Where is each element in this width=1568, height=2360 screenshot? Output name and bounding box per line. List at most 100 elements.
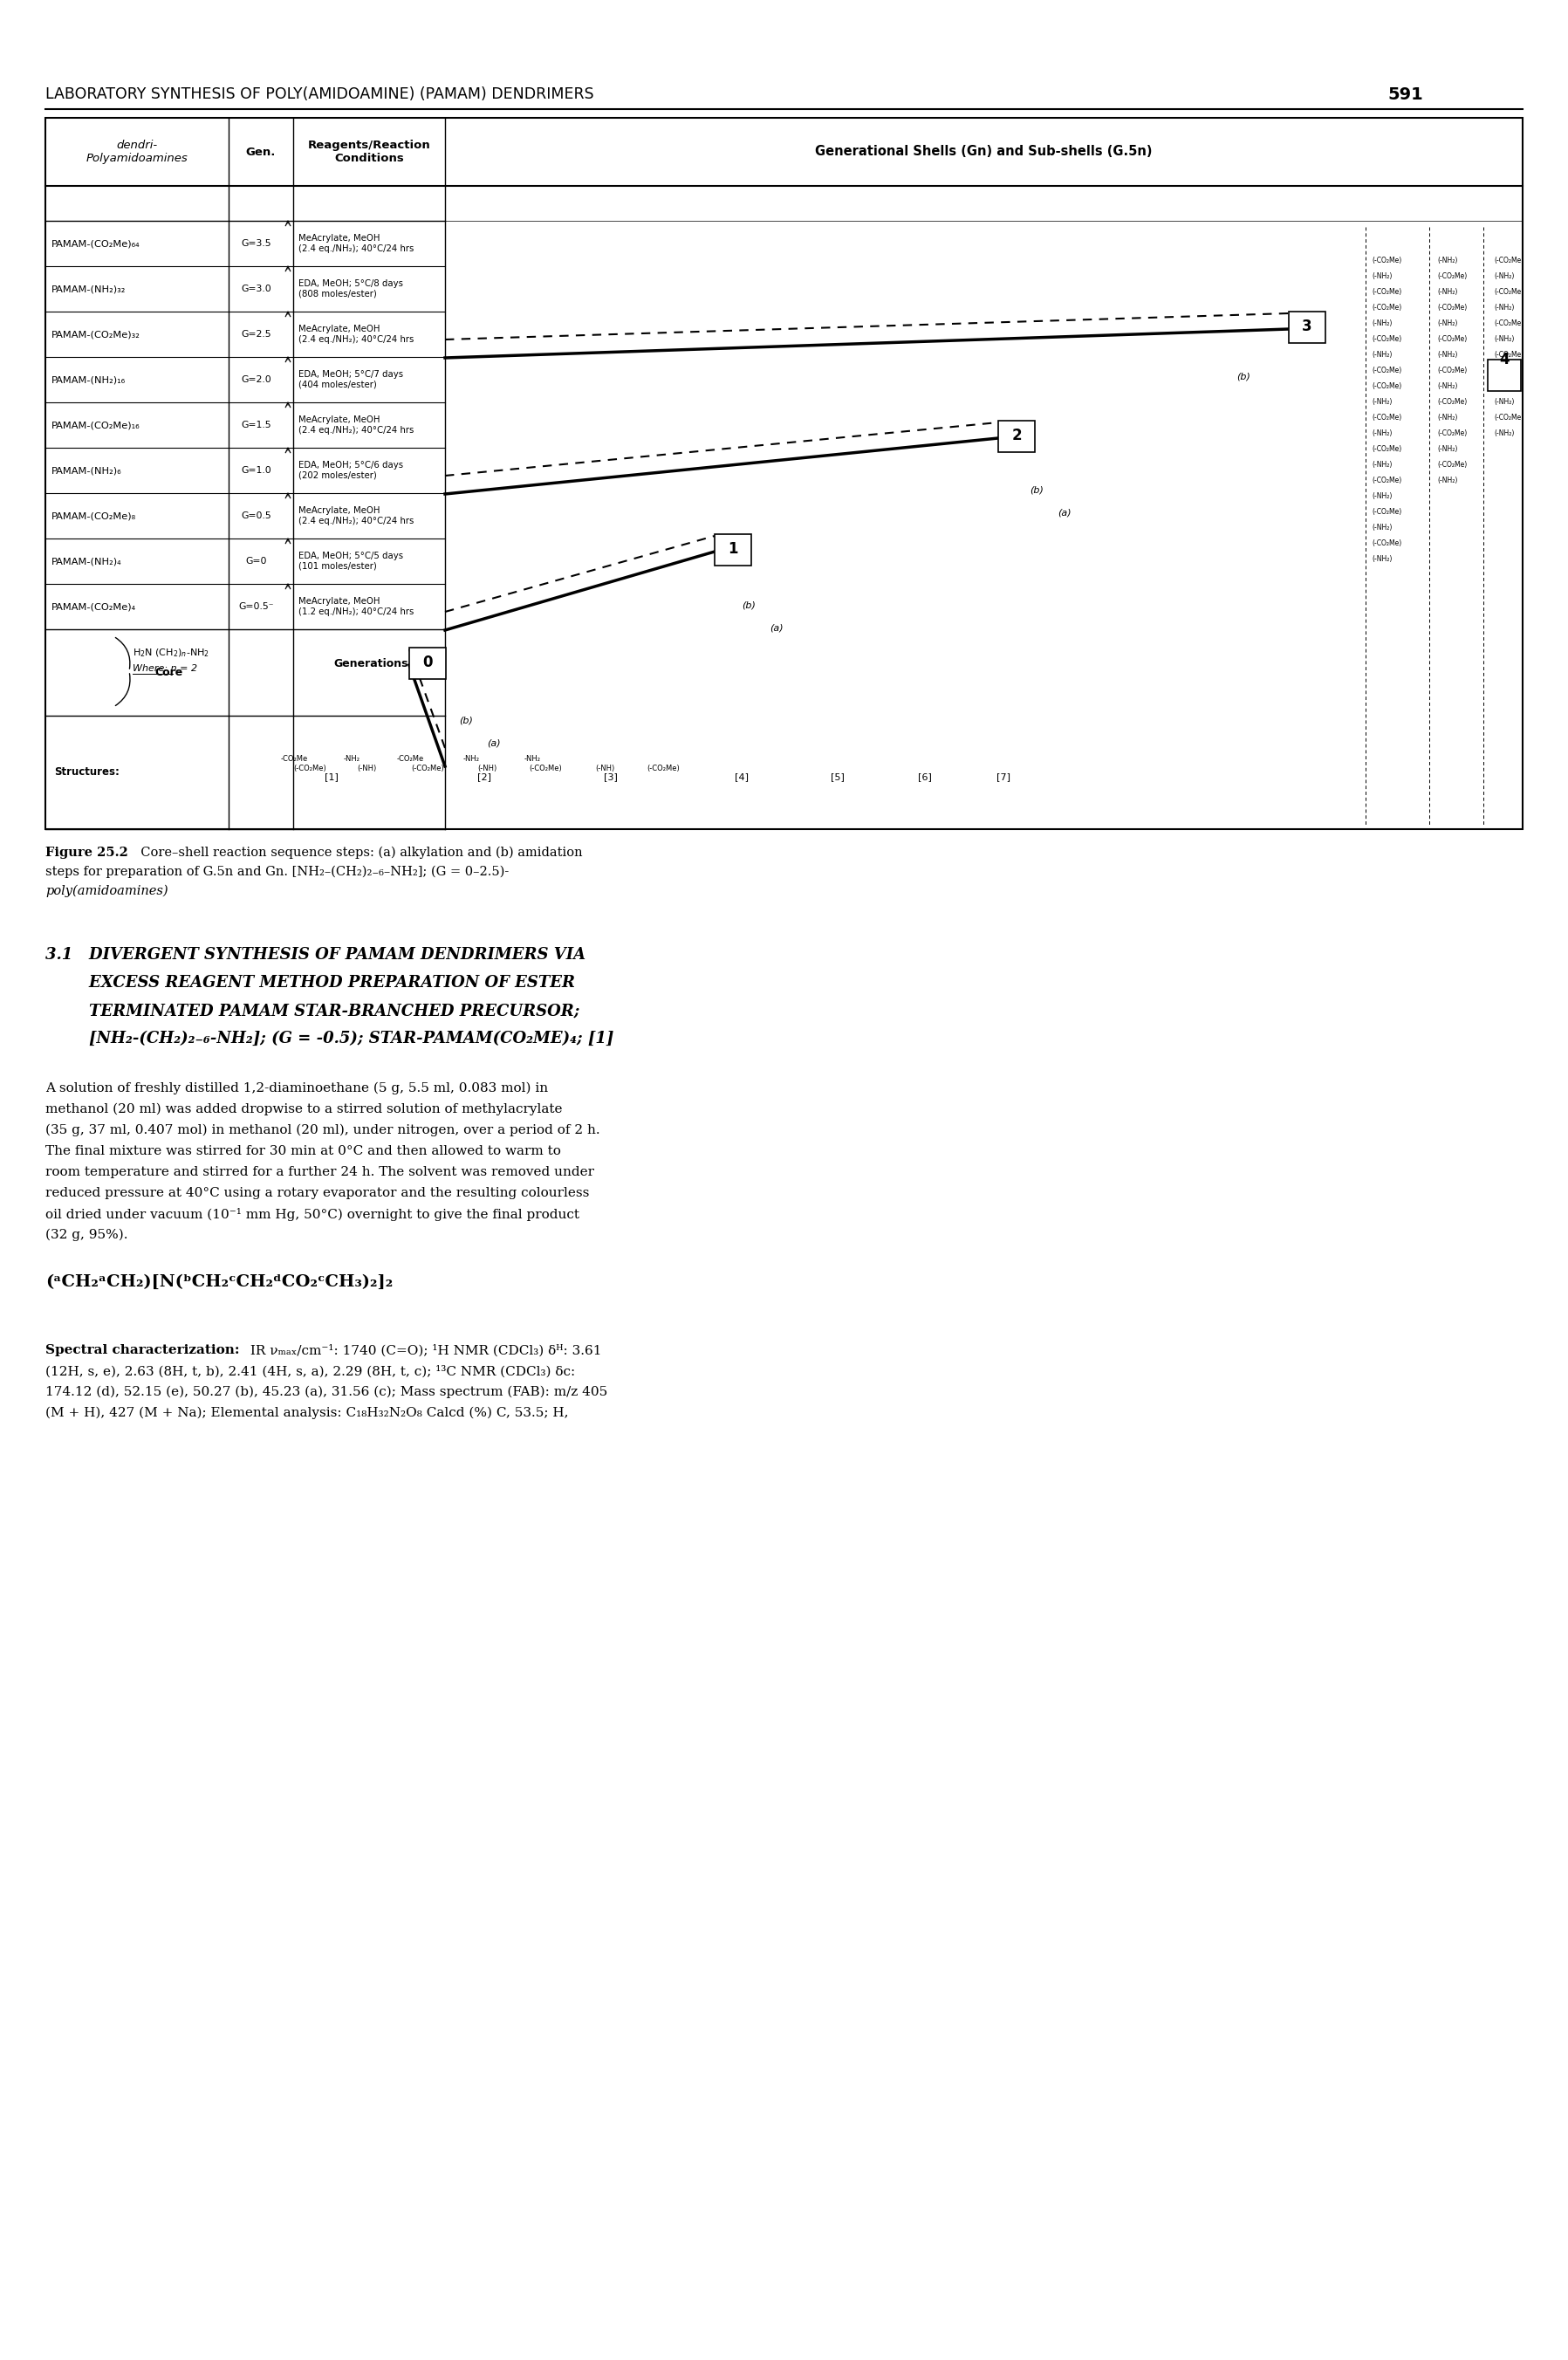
- Text: [5]: [5]: [831, 772, 845, 781]
- Text: EDA, MeOH; 5°C/8 days
(808 moles/ester): EDA, MeOH; 5°C/8 days (808 moles/ester): [298, 278, 403, 297]
- Text: -CO₂Me: -CO₂Me: [397, 755, 423, 762]
- Text: 1: 1: [728, 540, 739, 557]
- Text: oil dried under vacuum (10⁻¹ mm Hg, 50°C) overnight to give the final product: oil dried under vacuum (10⁻¹ mm Hg, 50°C…: [45, 1208, 580, 1220]
- Text: (-NH₂): (-NH₂): [1372, 271, 1392, 281]
- Text: G=0: G=0: [246, 557, 267, 566]
- Text: [3]: [3]: [604, 772, 618, 781]
- Text: EDA, MeOH; 5°C/6 days
(202 moles/ester): EDA, MeOH; 5°C/6 days (202 moles/ester): [298, 460, 403, 479]
- Text: Generational Shells (Gn) and Sub-shells (G.5n): Generational Shells (Gn) and Sub-shells …: [815, 146, 1152, 158]
- Text: Core–shell reaction sequence steps: (a) alkylation and (b) amidation: Core–shell reaction sequence steps: (a) …: [133, 847, 583, 859]
- Bar: [1289, 312, 1325, 342]
- Text: (-CO₂Me): (-CO₂Me): [1372, 477, 1402, 484]
- Text: (-NH₂): (-NH₂): [1372, 460, 1392, 467]
- Text: (-CO₂Me): (-CO₂Me): [1438, 304, 1468, 312]
- Text: 3.1   DIVERGENT SYNTHESIS OF PAMAM DENDRIMERS VIA: 3.1 DIVERGENT SYNTHESIS OF PAMAM DENDRIM…: [45, 946, 585, 963]
- Text: (-NH₂): (-NH₂): [1494, 304, 1515, 312]
- Text: MeAcrylate, MeOH
(2.4 eq./NH₂); 40°C/24 hrs: MeAcrylate, MeOH (2.4 eq./NH₂); 40°C/24 …: [298, 415, 414, 434]
- Text: PAMAM-(NH₂)₆: PAMAM-(NH₂)₆: [52, 465, 122, 474]
- Bar: [45, 118, 1523, 828]
- Text: (-CO₂Me): (-CO₂Me): [1438, 430, 1468, 437]
- Text: (b): (b): [742, 602, 756, 611]
- Text: Figure 25.2: Figure 25.2: [45, 847, 129, 859]
- Text: (-CO₂Me): (-CO₂Me): [646, 765, 679, 772]
- Text: G=2.5: G=2.5: [241, 330, 271, 337]
- Text: (b): (b): [1030, 486, 1044, 496]
- Text: (b): (b): [1237, 373, 1250, 382]
- Text: The final mixture was stirred for 30 min at 0°C and then allowed to warm to: The final mixture was stirred for 30 min…: [45, 1145, 561, 1156]
- Text: reduced pressure at 40°C using a rotary evaporator and the resulting colourless: reduced pressure at 40°C using a rotary …: [45, 1187, 590, 1199]
- Text: (-NH): (-NH): [477, 765, 497, 772]
- Text: [1]: [1]: [325, 772, 339, 781]
- Text: -NH₂: -NH₂: [524, 755, 541, 762]
- Text: G=1.0: G=1.0: [241, 465, 271, 474]
- Text: (-CO₂Me): (-CO₂Me): [1494, 319, 1524, 326]
- Text: (-CO₂Me): (-CO₂Me): [1438, 460, 1468, 467]
- Text: PAMAM-(NH₂)₄: PAMAM-(NH₂)₄: [52, 557, 122, 566]
- Text: (-CO₂Me): (-CO₂Me): [1494, 349, 1524, 359]
- Text: EDA, MeOH; 5°C/5 days
(101 moles/ester): EDA, MeOH; 5°C/5 days (101 moles/ester): [298, 552, 403, 571]
- Text: TERMINATED PAMAM STAR-BRANCHED PRECURSOR;: TERMINATED PAMAM STAR-BRANCHED PRECURSOR…: [45, 1003, 580, 1020]
- Text: Core: Core: [155, 668, 183, 677]
- Text: (-CO₂Me): (-CO₂Me): [1438, 396, 1468, 406]
- Text: Generations:: Generations:: [334, 658, 412, 670]
- Text: EDA, MeOH; 5°C/7 days
(404 moles/ester): EDA, MeOH; 5°C/7 days (404 moles/ester): [298, 371, 403, 389]
- Text: (-NH₂): (-NH₂): [1438, 444, 1458, 453]
- Text: 3: 3: [1301, 319, 1312, 335]
- Text: (-CO₂Me): (-CO₂Me): [411, 765, 444, 772]
- Text: (-CO₂Me): (-CO₂Me): [1372, 288, 1402, 295]
- Text: MeAcrylate, MeOH
(2.4 eq./NH₂); 40°C/24 hrs: MeAcrylate, MeOH (2.4 eq./NH₂); 40°C/24 …: [298, 234, 414, 253]
- Text: [4]: [4]: [735, 772, 748, 781]
- Text: [7]: [7]: [997, 772, 1010, 781]
- Text: MeAcrylate, MeOH
(2.4 eq./NH₂); 40°C/24 hrs: MeAcrylate, MeOH (2.4 eq./NH₂); 40°C/24 …: [298, 326, 414, 345]
- Text: (-CO₂Me): (-CO₂Me): [1372, 304, 1402, 312]
- Text: (-CO₂Me): (-CO₂Me): [1438, 271, 1468, 281]
- Text: IR νₘₐₓ/cm⁻¹: 1740 (C=O); ¹H NMR (CDCl₃) δᴴ: 3.61: IR νₘₐₓ/cm⁻¹: 1740 (C=O); ¹H NMR (CDCl₃)…: [246, 1345, 602, 1357]
- Text: Reagents/Reaction
Conditions: Reagents/Reaction Conditions: [307, 139, 431, 165]
- Text: (M + H), 427 (M + Na); Elemental analysis: C₁₈H₃₂N₂O₈ Calcd (%) C, 53.5; H,: (M + H), 427 (M + Na); Elemental analysi…: [45, 1407, 569, 1418]
- Text: [NH₂-(CH₂)₂₋₆-NH₂]; (G = -0.5); STAR-PAMAM(CO₂ME)₄; [1]: [NH₂-(CH₂)₂₋₆-NH₂]; (G = -0.5); STAR-PAM…: [45, 1031, 613, 1045]
- Text: (-CO₂Me): (-CO₂Me): [1494, 257, 1524, 264]
- Text: (-CO₂Me): (-CO₂Me): [1372, 507, 1402, 514]
- Text: (-NH₂): (-NH₂): [1372, 555, 1392, 562]
- Bar: [409, 647, 445, 680]
- Text: Spectral characterization:: Spectral characterization:: [45, 1345, 240, 1357]
- Text: (ᵃCH₂ᵃCH₂)[N(ᵇCH₂ᶜCH₂ᵈCO₂ᶜCH₃)₂]₂: (ᵃCH₂ᵃCH₂)[N(ᵇCH₂ᶜCH₂ᵈCO₂ᶜCH₃)₂]₂: [45, 1274, 394, 1291]
- Text: 2: 2: [1011, 427, 1022, 444]
- Text: G=3.0: G=3.0: [241, 286, 271, 293]
- Text: (-NH₂): (-NH₂): [1494, 396, 1515, 406]
- Text: 174.12 (d), 52.15 (e), 50.27 (b), 45.23 (a), 31.56 (c); Mass spectrum (FAB): m/z: 174.12 (d), 52.15 (e), 50.27 (b), 45.23 …: [45, 1385, 607, 1399]
- Text: A solution of freshly distilled 1,2-diaminoethane (5 g, 5.5 ml, 0.083 mol) in: A solution of freshly distilled 1,2-diam…: [45, 1083, 549, 1095]
- Bar: [999, 420, 1035, 453]
- Text: [2]: [2]: [477, 772, 491, 781]
- Text: (-NH₂): (-NH₂): [1438, 382, 1458, 389]
- Text: (-CO₂Me): (-CO₂Me): [1494, 288, 1524, 295]
- Text: PAMAM-(CO₂Me)₄: PAMAM-(CO₂Me)₄: [52, 602, 136, 611]
- Text: poly(amidoamines): poly(amidoamines): [45, 885, 168, 897]
- Text: G=0.5: G=0.5: [241, 512, 271, 519]
- Text: (32 g, 95%).: (32 g, 95%).: [45, 1230, 129, 1241]
- Text: steps for preparation of G.5n and Gn. [NH₂–(CH₂)₂₋₆–NH₂]; (G = 0–2.5)-: steps for preparation of G.5n and Gn. [N…: [45, 866, 510, 878]
- Text: (-CO₂Me): (-CO₂Me): [1372, 444, 1402, 453]
- Text: Where: n = 2: Where: n = 2: [133, 663, 198, 673]
- Text: (-CO₂Me): (-CO₂Me): [293, 765, 326, 772]
- Text: (-NH₂): (-NH₂): [1372, 349, 1392, 359]
- Text: EXCESS REAGENT METHOD PREPARATION OF ESTER: EXCESS REAGENT METHOD PREPARATION OF EST…: [45, 975, 575, 991]
- Text: H$_2$N (CH$_2$)$_n$-NH$_2$: H$_2$N (CH$_2$)$_n$-NH$_2$: [133, 647, 209, 658]
- Text: (-NH₂): (-NH₂): [1494, 271, 1515, 281]
- Text: (-CO₂Me): (-CO₂Me): [1438, 366, 1468, 373]
- Text: 0: 0: [422, 654, 433, 670]
- Text: (-CO₂Me): (-CO₂Me): [1372, 335, 1402, 342]
- Text: (-NH₂): (-NH₂): [1438, 349, 1458, 359]
- Text: (-CO₂Me): (-CO₂Me): [1372, 538, 1402, 548]
- Text: PAMAM-(CO₂Me)₆₄: PAMAM-(CO₂Me)₆₄: [52, 238, 140, 248]
- Text: (35 g, 37 ml, 0.407 mol) in methanol (20 ml), under nitrogen, over a period of 2: (35 g, 37 ml, 0.407 mol) in methanol (20…: [45, 1123, 601, 1138]
- Text: (-NH₂): (-NH₂): [1494, 430, 1515, 437]
- Text: (-NH₂): (-NH₂): [1494, 335, 1515, 342]
- Text: (12H, s, e), 2.63 (8H, t, b), 2.41 (4H, s, a), 2.29 (8H, t, c); ¹³C NMR (CDCl₃) : (12H, s, e), 2.63 (8H, t, b), 2.41 (4H, …: [45, 1364, 575, 1378]
- Text: (-CO₂Me): (-CO₂Me): [1438, 335, 1468, 342]
- Text: [6]: [6]: [917, 772, 931, 781]
- Text: (-NH₂): (-NH₂): [1372, 491, 1392, 500]
- Text: room temperature and stirred for a further 24 h. The solvent was removed under: room temperature and stirred for a furth…: [45, 1166, 594, 1178]
- Bar: [715, 533, 751, 566]
- Text: -NH₂: -NH₂: [343, 755, 361, 762]
